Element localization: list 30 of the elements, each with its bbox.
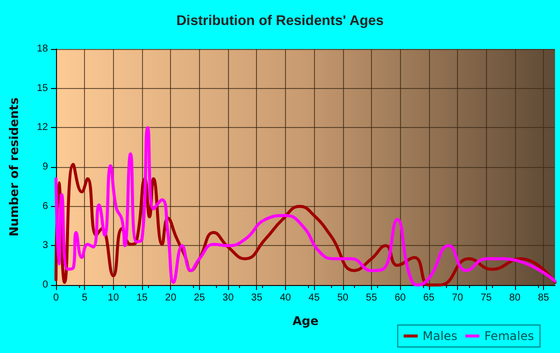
x-tick-label: 40 [280, 292, 292, 304]
y-tick-label: 0 [42, 280, 48, 290]
legend-label: Males [422, 329, 458, 343]
x-tick-label: 85 [538, 292, 550, 304]
x-tick-label: 20 [165, 292, 177, 304]
y-tick-label: 3 [42, 240, 48, 252]
x-tick-label: 80 [509, 292, 521, 304]
x-tick-label: 50 [337, 292, 349, 304]
x-tick-label: 55 [366, 292, 378, 304]
y-tick-label: 6 [42, 200, 48, 212]
y-tick-label: 18 [36, 44, 48, 54]
x-tick-label: 65 [423, 292, 435, 304]
y-tick-label: 12 [36, 122, 48, 134]
y-tick-label: 15 [36, 82, 48, 94]
y-tick-label: 9 [42, 162, 48, 172]
y-axis-title: Number of residents [7, 97, 21, 237]
x-tick-label: 70 [452, 292, 464, 304]
x-tick-label: 45 [308, 292, 320, 304]
x-tick-label: 10 [108, 292, 120, 304]
x-tick-label: 75 [480, 292, 492, 304]
x-tick-label: 30 [222, 292, 234, 304]
x-axis-title: Age [292, 314, 319, 328]
chart-title: Distribution of Residents' Ages [176, 12, 384, 28]
x-tick-label: 0 [53, 292, 60, 304]
x-tick-label: 15 [136, 292, 148, 304]
x-tick-label: 25 [194, 292, 206, 304]
legend-label: Females [484, 329, 534, 343]
x-tick-label: 35 [251, 292, 263, 304]
x-tick-label: 5 [82, 292, 88, 304]
x-tick-label: 60 [394, 292, 406, 304]
